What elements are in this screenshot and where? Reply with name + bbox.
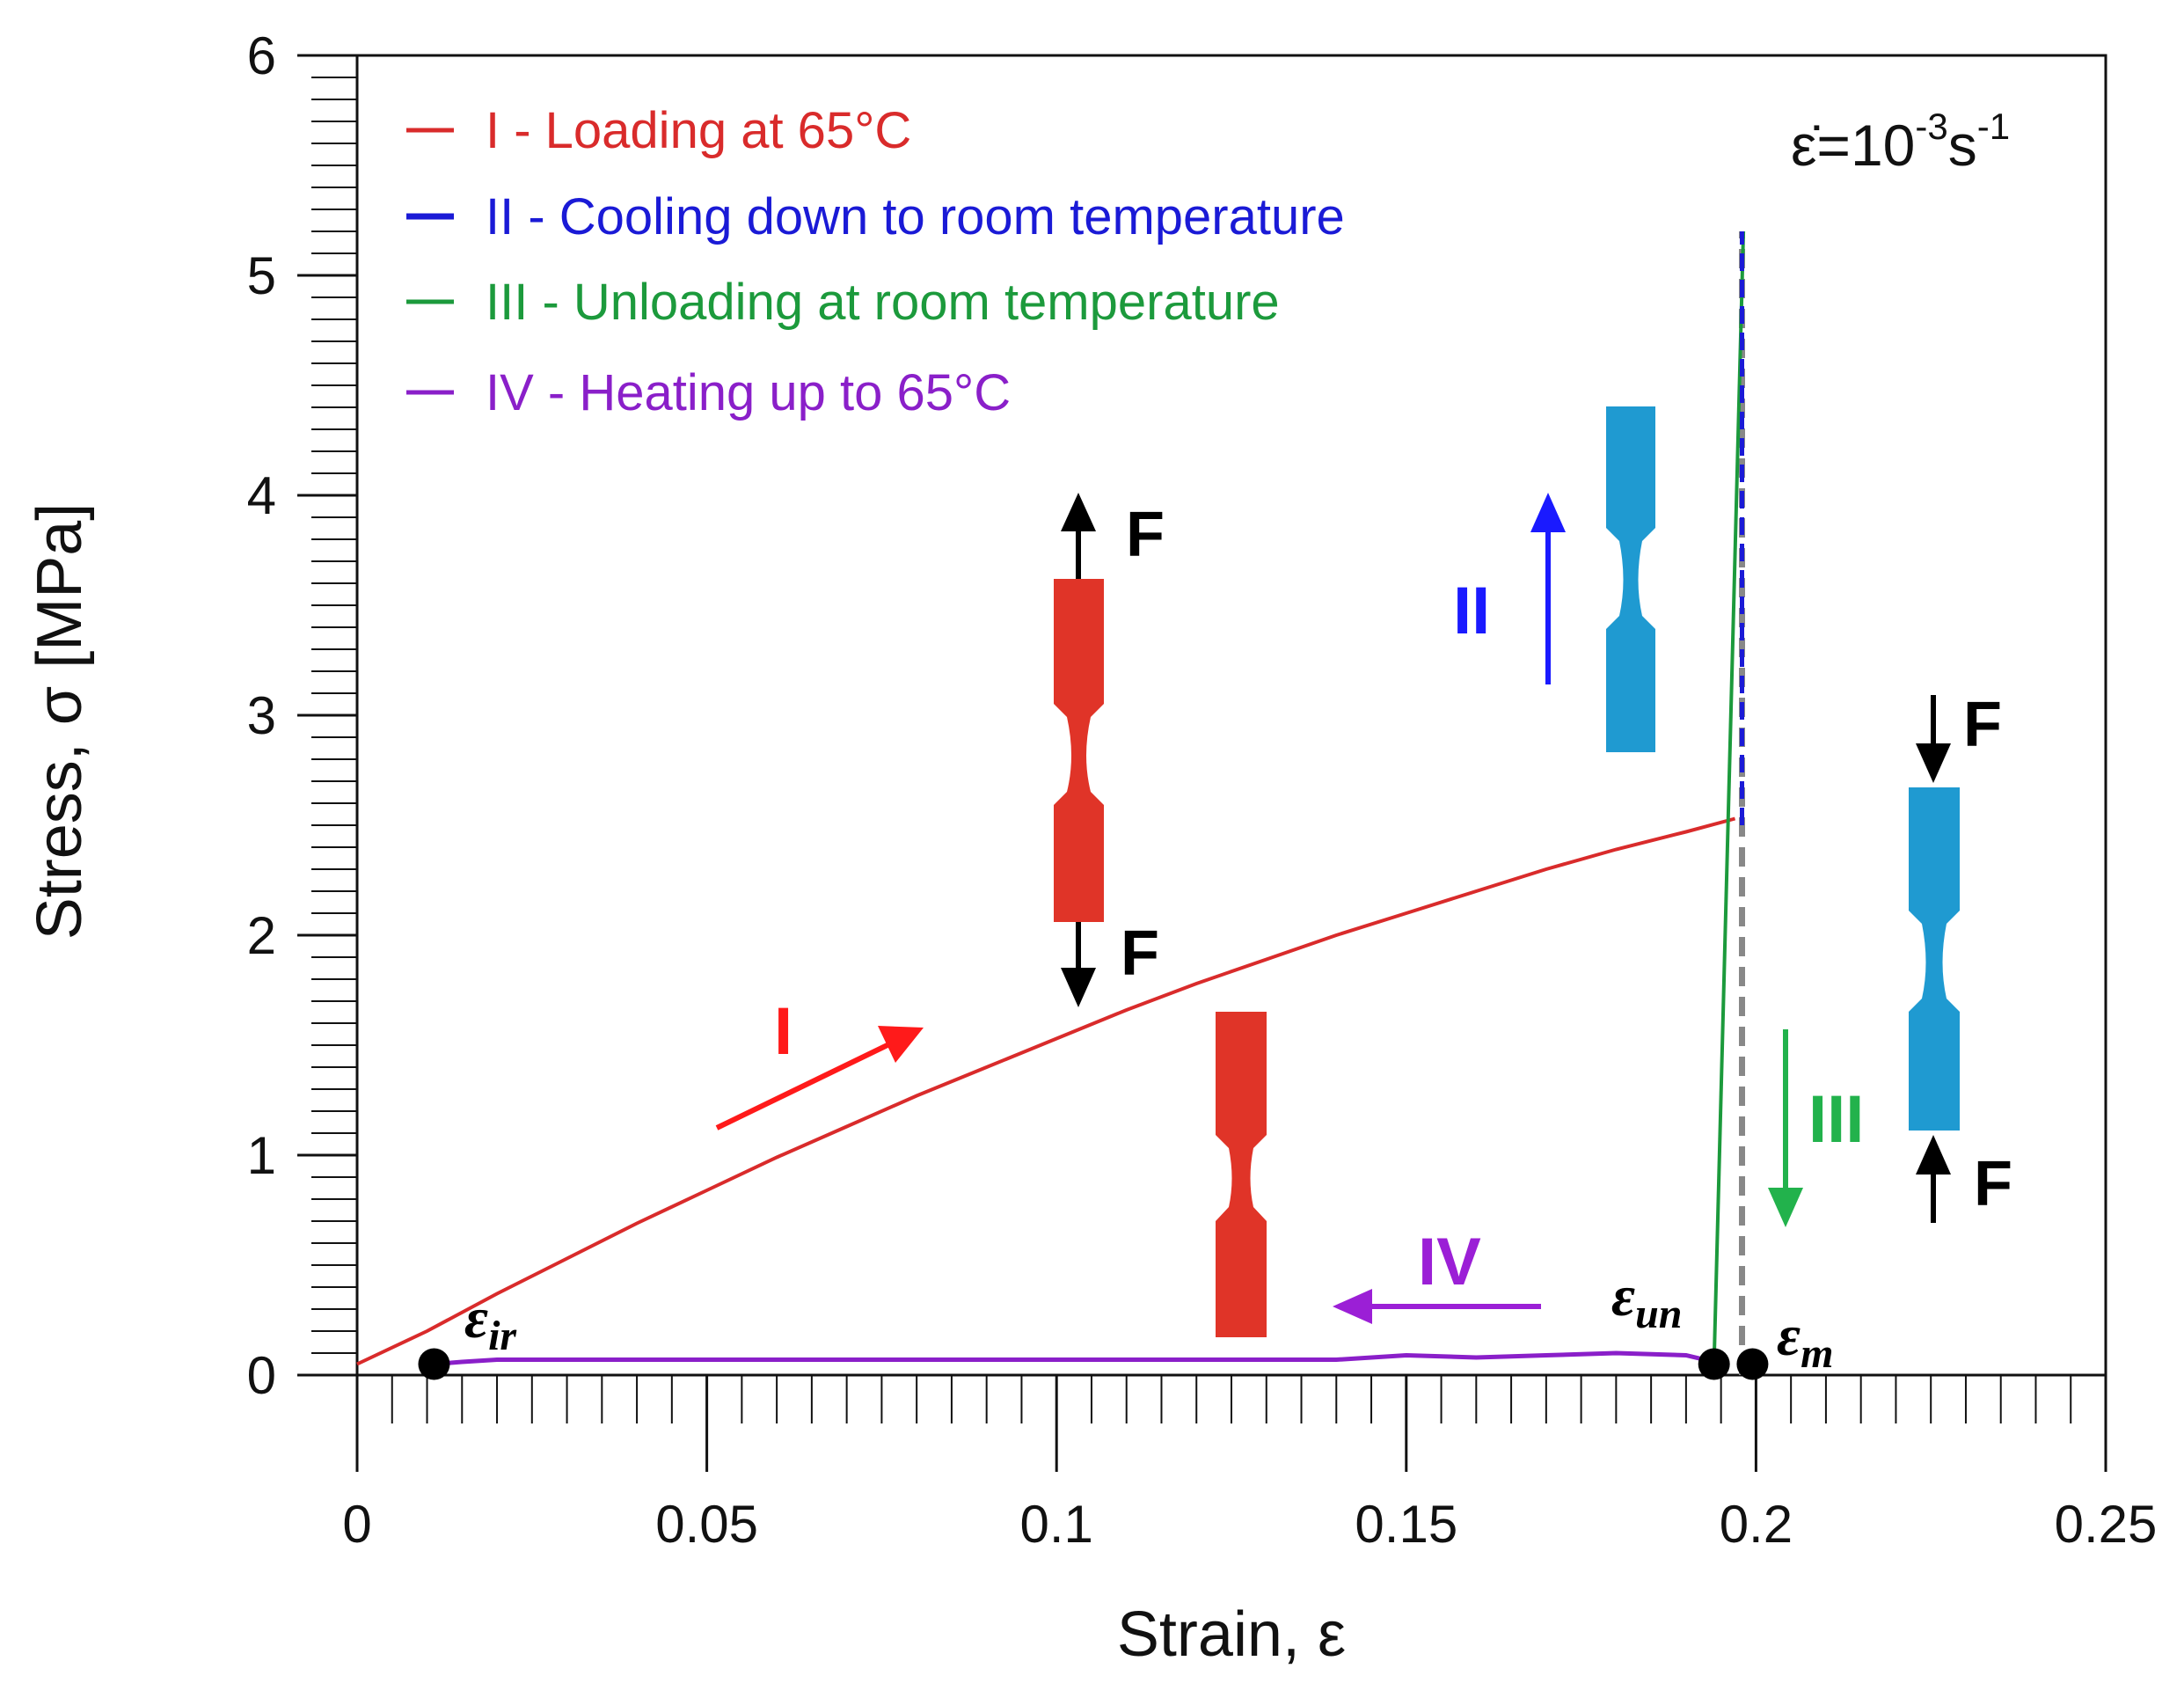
specimen-shape	[1054, 579, 1104, 922]
phase-arrowhead-unloading	[1768, 1188, 1803, 1227]
specimen-loaded-red: F F	[1054, 493, 1165, 1007]
force-label-top: F	[1963, 690, 2002, 760]
specimen-compressed-blue: F F	[1909, 690, 2012, 1223]
specimen-shape	[1606, 406, 1655, 752]
legend-label-cooling: II - Cooling down to room temperature	[486, 188, 1345, 245]
label-eps-m: εm	[1777, 1304, 1833, 1377]
specimen-cooled-blue	[1606, 406, 1655, 752]
phase-label-heating: IV	[1418, 1225, 1481, 1299]
y-tick-label: 1	[247, 1126, 276, 1185]
y-tick-label: 2	[247, 906, 276, 965]
specimen-shape	[1216, 1012, 1267, 1337]
y-tick-label: 3	[247, 686, 276, 745]
y-tick-label: 0	[247, 1346, 276, 1405]
legend-label-unloading: III - Unloading at room temperature	[486, 274, 1280, 331]
phase-arrowhead-loading	[878, 1026, 924, 1063]
x-tick-label: 0.25	[2055, 1495, 2158, 1554]
legend: I - Loading at 65°C II - Cooling down to…	[406, 102, 1345, 421]
x-tick-label: 0.15	[1355, 1495, 1457, 1554]
point-eps-ir	[418, 1348, 450, 1380]
phase-label-cooling: II	[1453, 574, 1490, 648]
y-tick-label: 5	[247, 246, 276, 305]
x-tick-label: 0	[342, 1495, 371, 1554]
y-tick-label: 6	[247, 26, 276, 85]
label-eps-un: εun	[1611, 1264, 1682, 1337]
label-eps-ir: εir	[464, 1286, 517, 1359]
specimen-unloaded-red	[1216, 1012, 1267, 1337]
point-eps-un	[1698, 1348, 1730, 1380]
phase-arrowhead-cooling	[1530, 493, 1566, 532]
force-label-bottom: F	[1121, 918, 1159, 989]
phase-arrow-loading	[715, 1040, 895, 1131]
point-eps-m	[1736, 1348, 1769, 1380]
force-arrowhead-up	[1061, 493, 1096, 531]
series-loading-line	[356, 816, 1736, 1366]
force-arrowhead-down	[1061, 968, 1096, 1007]
force-arrowhead-up	[1916, 1135, 1951, 1174]
specimen-shape	[1909, 787, 1960, 1131]
force-label-top: F	[1126, 500, 1165, 570]
strain-rate-label: ε̇=10-3s-1	[1791, 106, 2010, 178]
legend-label-loading: I - Loading at 65°C	[486, 102, 911, 159]
force-arrowhead-down	[1916, 743, 1951, 783]
phase-annotations: I II III IV	[715, 493, 1864, 1324]
y-tick-label: 4	[247, 466, 276, 525]
x-axis-title: Strain, ε	[1117, 1599, 1346, 1670]
y-axis-title: Stress, σ [MPa]	[25, 503, 95, 940]
phase-label-unloading: III	[1808, 1082, 1864, 1157]
x-tick-label: 0.1	[1019, 1495, 1092, 1554]
axis-ticks: 0 1 2 3 4 5 6 0 0.05 0.1 0.15 0.2 0.25	[247, 26, 2158, 1554]
legend-label-heating: IV - Heating up to 65°C	[486, 364, 1011, 421]
series-heating-line	[434, 1350, 1715, 1366]
x-tick-label: 0.2	[1720, 1495, 1793, 1554]
force-label-bottom: F	[1974, 1149, 2012, 1219]
plot-frame	[355, 54, 2107, 1377]
phase-label-loading: I	[774, 994, 793, 1069]
phase-arrowhead-heating	[1333, 1289, 1372, 1324]
x-tick-label: 0.05	[655, 1495, 758, 1554]
series-unloading-line	[1712, 231, 1746, 1365]
